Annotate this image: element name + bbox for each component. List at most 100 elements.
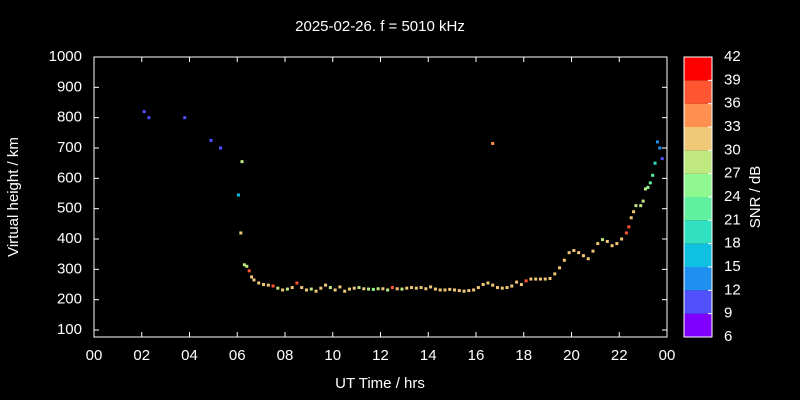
point (519, 283, 523, 287)
point (290, 286, 294, 290)
point (467, 289, 471, 293)
colorbar-tick-label: 21 (724, 211, 741, 228)
point (390, 286, 394, 290)
point (405, 286, 409, 290)
point (367, 287, 371, 291)
point (610, 244, 614, 248)
point (648, 181, 652, 185)
point (462, 289, 466, 293)
x-tick-label: 08 (277, 347, 294, 364)
colorbar-swatch (684, 290, 712, 314)
x-tick-label: 20 (563, 347, 580, 364)
colorbar-tick-label: 18 (724, 235, 741, 252)
point (209, 138, 213, 142)
colorbar-swatch (684, 267, 712, 291)
point (639, 204, 643, 208)
y-tick-label: 900 (57, 78, 82, 95)
point (319, 286, 323, 290)
point (419, 286, 423, 290)
point (281, 288, 285, 292)
point (183, 116, 187, 120)
point (651, 173, 655, 177)
y-tick-label: 100 (57, 321, 82, 338)
colorbar-swatch (684, 103, 712, 127)
point (239, 231, 243, 235)
point (347, 287, 351, 291)
point (472, 288, 476, 292)
point (629, 216, 633, 220)
colorbar-tick-label: 42 (724, 48, 741, 65)
point (414, 286, 418, 290)
point (457, 289, 461, 293)
x-tick-label: 10 (324, 347, 341, 364)
colorbar-swatch (684, 243, 712, 267)
point (285, 287, 289, 291)
y-tick-label: 500 (57, 200, 82, 217)
x-tick-label: 16 (468, 347, 485, 364)
x-tick-label: 00 (659, 347, 676, 364)
colorbar-label: SNR / dB (747, 166, 764, 229)
point (338, 285, 342, 289)
point (615, 242, 619, 246)
point (653, 161, 657, 165)
y-tick-label: 300 (57, 260, 82, 277)
x-tick-label: 00 (86, 347, 103, 364)
point (641, 199, 645, 203)
point (481, 283, 485, 287)
point (304, 288, 308, 292)
point (486, 281, 490, 285)
y-tick-label: 400 (57, 230, 82, 247)
point (142, 110, 146, 114)
point (495, 286, 499, 290)
point (328, 286, 332, 290)
point (476, 286, 480, 290)
point (314, 289, 318, 293)
y-tick-label: 700 (57, 139, 82, 156)
point (245, 264, 249, 268)
point (333, 288, 337, 292)
x-tick-label: 14 (420, 347, 437, 364)
colorbar-swatch (684, 127, 712, 151)
y-axis-label: Virtual height / km (5, 137, 22, 257)
colorbar-tick-label: 12 (724, 281, 741, 298)
y-tick-label: 200 (57, 291, 82, 308)
y-tick-label: 600 (57, 169, 82, 186)
point (538, 277, 542, 281)
point (534, 277, 538, 281)
point (362, 287, 366, 291)
point (646, 185, 650, 189)
point (438, 288, 442, 292)
x-tick-label: 22 (611, 347, 628, 364)
point (429, 285, 433, 289)
point (443, 288, 447, 292)
point (632, 210, 636, 214)
point (553, 272, 557, 276)
point (491, 283, 495, 287)
point (591, 249, 595, 253)
colorbar-tick-label: 15 (724, 258, 741, 275)
colorbar-tick-label: 39 (724, 71, 741, 88)
point (252, 278, 256, 282)
point (295, 281, 299, 285)
point (601, 238, 605, 242)
point (240, 160, 244, 164)
x-tick-label: 04 (181, 347, 198, 364)
point (433, 287, 437, 291)
point (242, 263, 246, 267)
point (548, 276, 552, 280)
y-tick-label: 1000 (49, 48, 82, 65)
x-tick-label: 12 (372, 347, 389, 364)
point (357, 286, 361, 290)
colorbar-tick-label: 36 (724, 95, 741, 112)
point (658, 146, 662, 150)
point (581, 254, 585, 258)
point (424, 287, 428, 291)
point (352, 286, 356, 290)
point (634, 204, 638, 208)
point (395, 287, 399, 291)
point (250, 275, 254, 279)
colorbar-tick-label: 33 (724, 118, 741, 135)
point (515, 280, 519, 284)
